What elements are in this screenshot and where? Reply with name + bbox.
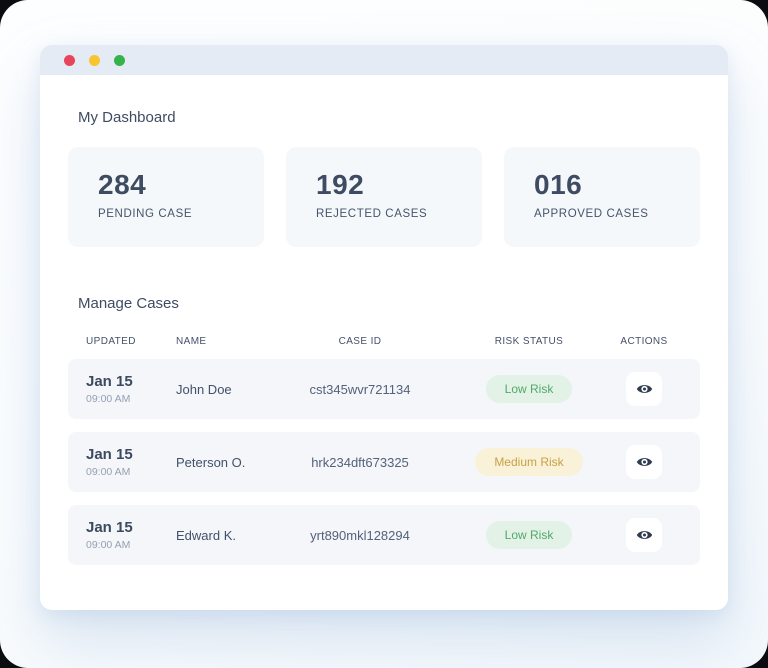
row-date: Jan 15 <box>86 446 133 463</box>
column-header-updated: UPDATED <box>86 336 136 347</box>
case-table-body: Jan 15 09:00 AM John Doe cst345wvr721134… <box>68 359 700 565</box>
stat-label: APPROVED CASES <box>534 208 649 220</box>
column-header-case-id: CASE ID <box>338 336 382 347</box>
cell-updated: Jan 15 09:00 AM <box>86 373 176 405</box>
cell-risk-status: Low Risk <box>444 375 614 403</box>
maximize-window-icon[interactable] <box>114 54 125 66</box>
cell-actions <box>614 518 674 552</box>
eye-icon <box>636 531 652 539</box>
row-name: John Doe <box>176 381 232 397</box>
row-name: Edward K. <box>176 527 236 543</box>
row-date: Jan 15 <box>86 373 133 390</box>
cell-updated: Jan 15 09:00 AM <box>86 519 176 551</box>
stat-label: PENDING CASE <box>98 208 193 220</box>
app-window: My Dashboard 284 PENDING CASE 192 REJECT… <box>40 45 728 610</box>
close-window-icon[interactable] <box>64 54 75 66</box>
risk-status-badge: Low Risk <box>485 521 573 549</box>
row-time: 09:00 AM <box>86 393 131 405</box>
row-case-id: cst345wvr721134 <box>309 381 411 397</box>
cell-risk-status: Low Risk <box>444 521 614 549</box>
stat-value: 016 <box>534 169 583 200</box>
row-name: Peterson O. <box>176 454 246 470</box>
eye-icon <box>636 385 652 393</box>
eye-icon <box>636 458 652 466</box>
manage-cases-title: Manage Cases <box>78 295 179 312</box>
view-case-button[interactable] <box>626 445 662 479</box>
cell-updated: Jan 15 09:00 AM <box>86 446 176 478</box>
cell-actions <box>614 445 674 479</box>
cell-risk-status: Medium Risk <box>444 448 614 476</box>
stat-card: 016 APPROVED CASES <box>504 147 700 247</box>
column-header-actions: ACTIONS <box>620 336 668 347</box>
column-header-risk-status: RISK STATUS <box>494 336 564 347</box>
risk-status-badge: Low Risk <box>485 375 573 403</box>
row-time: 09:00 AM <box>86 466 131 478</box>
cell-actions <box>614 372 674 406</box>
row-case-id: yrt890mkl128294 <box>310 527 410 543</box>
view-case-button[interactable] <box>626 372 662 406</box>
risk-status-badge: Medium Risk <box>475 448 583 476</box>
row-case-id: hrk234dft673325 <box>311 454 409 470</box>
dashboard-title: My Dashboard <box>78 109 176 126</box>
minimize-window-icon[interactable] <box>89 54 100 66</box>
table-header-row: UPDATED NAME CASE ID RISK STATUS ACTIONS <box>68 336 700 347</box>
window-content: My Dashboard 284 PENDING CASE 192 REJECT… <box>40 109 728 565</box>
stat-card: 192 REJECTED CASES <box>286 147 482 247</box>
stat-label: REJECTED CASES <box>316 208 428 220</box>
stat-value: 284 <box>98 169 147 200</box>
stats-row: 284 PENDING CASE 192 REJECTED CASES 016 … <box>68 147 700 247</box>
view-case-button[interactable] <box>626 518 662 552</box>
table-row: Jan 15 09:00 AM Edward K. yrt890mkl12829… <box>68 505 700 565</box>
stat-value: 192 <box>316 169 365 200</box>
table-row: Jan 15 09:00 AM Peterson O. hrk234dft673… <box>68 432 700 492</box>
column-header-name: NAME <box>176 336 207 347</box>
stat-card: 284 PENDING CASE <box>68 147 264 247</box>
row-time: 09:00 AM <box>86 539 131 551</box>
window-titlebar <box>40 45 728 75</box>
row-date: Jan 15 <box>86 519 133 536</box>
table-row: Jan 15 09:00 AM John Doe cst345wvr721134… <box>68 359 700 419</box>
